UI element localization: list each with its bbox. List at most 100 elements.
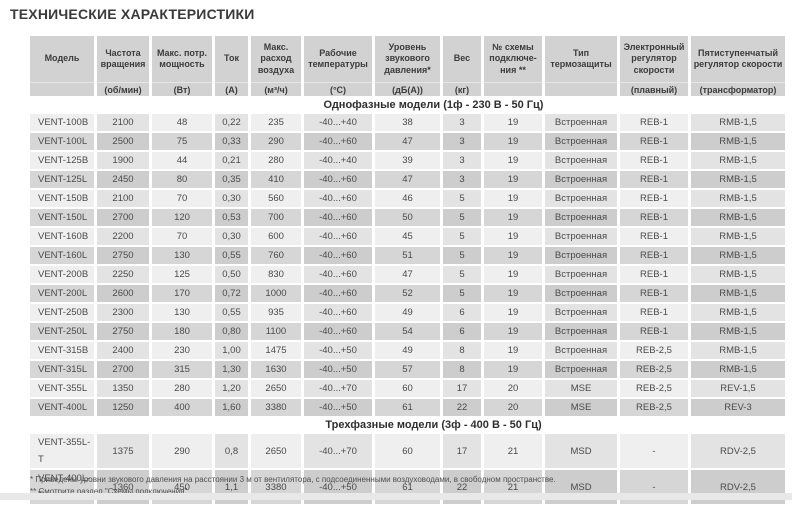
cell-airflow: 2650 — [251, 434, 301, 468]
cell-wiring-diagram: 19 — [484, 266, 542, 283]
cell-temperature: -40...+60 — [304, 190, 372, 207]
column-unit: (Вт) — [152, 82, 212, 96]
cell-thermal-protection: Встроенная — [545, 152, 617, 169]
cell-speed: 2750 — [97, 247, 149, 264]
cell-electronic-controller: - — [620, 434, 688, 468]
column-label: Электронный регулятор скорости — [623, 42, 685, 75]
cell-thermal-protection: Встроенная — [545, 209, 617, 226]
cell-weight: 17 — [443, 434, 481, 468]
cell-weight: 6 — [443, 323, 481, 340]
cell-electronic-controller: REB-1 — [620, 266, 688, 283]
cell-current: 0,30 — [215, 190, 248, 207]
table-row: VENT-200L 2600 170 0,72 1000 -40...+60 52 5 19 Вс… — [30, 285, 785, 302]
cell-model: VENT-160B — [30, 228, 94, 245]
cell-electronic-controller: REB-2,5 — [620, 399, 688, 416]
column-header-noise: Уровень звукового давления* (дБ(А)) — [375, 36, 440, 96]
table-row: VENT-125B 1900 44 0,21 280 -40...+40 39 3 19 Встр… — [30, 152, 785, 169]
cell-transformer-controller: RMB-1,5 — [691, 228, 785, 245]
cell-current: 0,21 — [215, 152, 248, 169]
cell-transformer-controller: RMB-1,5 — [691, 152, 785, 169]
cell-current: 0,55 — [215, 247, 248, 264]
cell-power: 48 — [152, 114, 212, 131]
cell-airflow: 280 — [251, 152, 301, 169]
cell-transformer-controller: RMB-1,5 — [691, 190, 785, 207]
cell-electronic-controller: REB-1 — [620, 190, 688, 207]
cell-electronic-controller: REB-1 — [620, 228, 688, 245]
cell-electronic-controller: REB-1 — [620, 323, 688, 340]
cell-current: 1,20 — [215, 380, 248, 397]
cell-wiring-diagram: 20 — [484, 399, 542, 416]
cell-thermal-protection: Встроенная — [545, 304, 617, 321]
cell-noise: 49 — [375, 304, 440, 321]
cell-speed: 2750 — [97, 323, 149, 340]
cell-transformer-controller: RMB-1,5 — [691, 342, 785, 359]
cell-current: 0,33 — [215, 133, 248, 150]
cell-transformer-controller: RMB-1,5 — [691, 285, 785, 302]
cell-noise: 45 — [375, 228, 440, 245]
table-row: VENT-315L 2700 315 1,30 1630 -40...+50 57 8 19 Вс… — [30, 361, 785, 378]
table-row: VENT-125L 2450 80 0,35 410 -40...+60 47 3 19 Встр… — [30, 171, 785, 188]
cell-wiring-diagram: 19 — [484, 171, 542, 188]
cell-model: VENT-125B — [30, 152, 94, 169]
column-header-weight: Вес (кг) — [443, 36, 481, 96]
table-row: VENT-200B 2250 125 0,50 830 -40...+60 47 5 19 Вст… — [30, 266, 785, 283]
cell-model: VENT-315B — [30, 342, 94, 359]
cell-model: VENT-200B — [30, 266, 94, 283]
column-label: Ток — [224, 53, 239, 64]
table-row: VENT-250L 2750 180 0,80 1100 -40...+60 54 6 19 Вс… — [30, 323, 785, 340]
cell-electronic-controller: REB-1 — [620, 114, 688, 131]
specs-table: Модель Частота вращения (об/мин) Макс. потр… — [27, 34, 788, 506]
cell-airflow: 830 — [251, 266, 301, 283]
column-label: Тип термозащиты — [550, 47, 612, 69]
cell-model: VENT-400L — [30, 399, 94, 416]
column-label: Вес — [453, 53, 471, 64]
cell-weight: 8 — [443, 361, 481, 378]
section-header-row: Однофазные модели (1ф - 230 В - 50 Гц) — [30, 98, 785, 112]
cell-airflow: 760 — [251, 247, 301, 264]
cell-current: 0,8 — [215, 434, 248, 468]
cell-thermal-protection: Встроенная — [545, 323, 617, 340]
cell-electronic-controller: REB-1 — [620, 247, 688, 264]
cell-thermal-protection: MSE — [545, 399, 617, 416]
column-unit: (кг) — [443, 82, 481, 96]
cell-temperature: -40...+50 — [304, 399, 372, 416]
cell-thermal-protection: MSD — [545, 434, 617, 468]
cell-noise: 51 — [375, 247, 440, 264]
cell-weight: 8 — [443, 342, 481, 359]
cell-current: 0,55 — [215, 304, 248, 321]
column-label: Макс. потр. мощность — [156, 47, 208, 69]
cell-wiring-diagram: 19 — [484, 133, 542, 150]
cell-transformer-controller: REV-1,5 — [691, 380, 785, 397]
cell-speed: 1250 — [97, 399, 149, 416]
cell-airflow: 1100 — [251, 323, 301, 340]
cell-power: 70 — [152, 190, 212, 207]
column-label: Модель — [44, 53, 80, 64]
cell-model: VENT-100B — [30, 114, 94, 131]
cell-temperature: -40...+50 — [304, 342, 372, 359]
column-header-thermal-protection: Тип термозащиты — [545, 36, 617, 96]
cell-model: VENT-160L — [30, 247, 94, 264]
table-row: VENT-160L 2750 130 0,55 760 -40...+60 51 5 19 Вст… — [30, 247, 785, 264]
cell-power: 280 — [152, 380, 212, 397]
cell-speed: 1375 — [97, 434, 149, 468]
cell-power: 180 — [152, 323, 212, 340]
cell-noise: 47 — [375, 266, 440, 283]
cell-current: 0,80 — [215, 323, 248, 340]
cell-power: 230 — [152, 342, 212, 359]
cell-thermal-protection: Встроенная — [545, 342, 617, 359]
cell-thermal-protection: Встроенная — [545, 133, 617, 150]
cell-current: 1,00 — [215, 342, 248, 359]
cell-thermal-protection: Встроенная — [545, 228, 617, 245]
cell-noise: 52 — [375, 285, 440, 302]
cell-temperature: -40...+60 — [304, 247, 372, 264]
cell-current: 0,30 — [215, 228, 248, 245]
cell-thermal-protection: Встроенная — [545, 247, 617, 264]
cell-weight: 5 — [443, 228, 481, 245]
table-row: VENT-150L 2700 120 0,53 700 -40...+60 50 5 19 Вст… — [30, 209, 785, 226]
cell-temperature: -40...+60 — [304, 171, 372, 188]
cell-weight: 3 — [443, 133, 481, 150]
footnote-wiring-diagrams: ** Смотрите раздел "Схемы подключения". — [30, 487, 190, 496]
header-row: Модель Частота вращения (об/мин) Макс. потр… — [30, 36, 785, 96]
cell-airflow: 2650 — [251, 380, 301, 397]
cell-airflow: 235 — [251, 114, 301, 131]
